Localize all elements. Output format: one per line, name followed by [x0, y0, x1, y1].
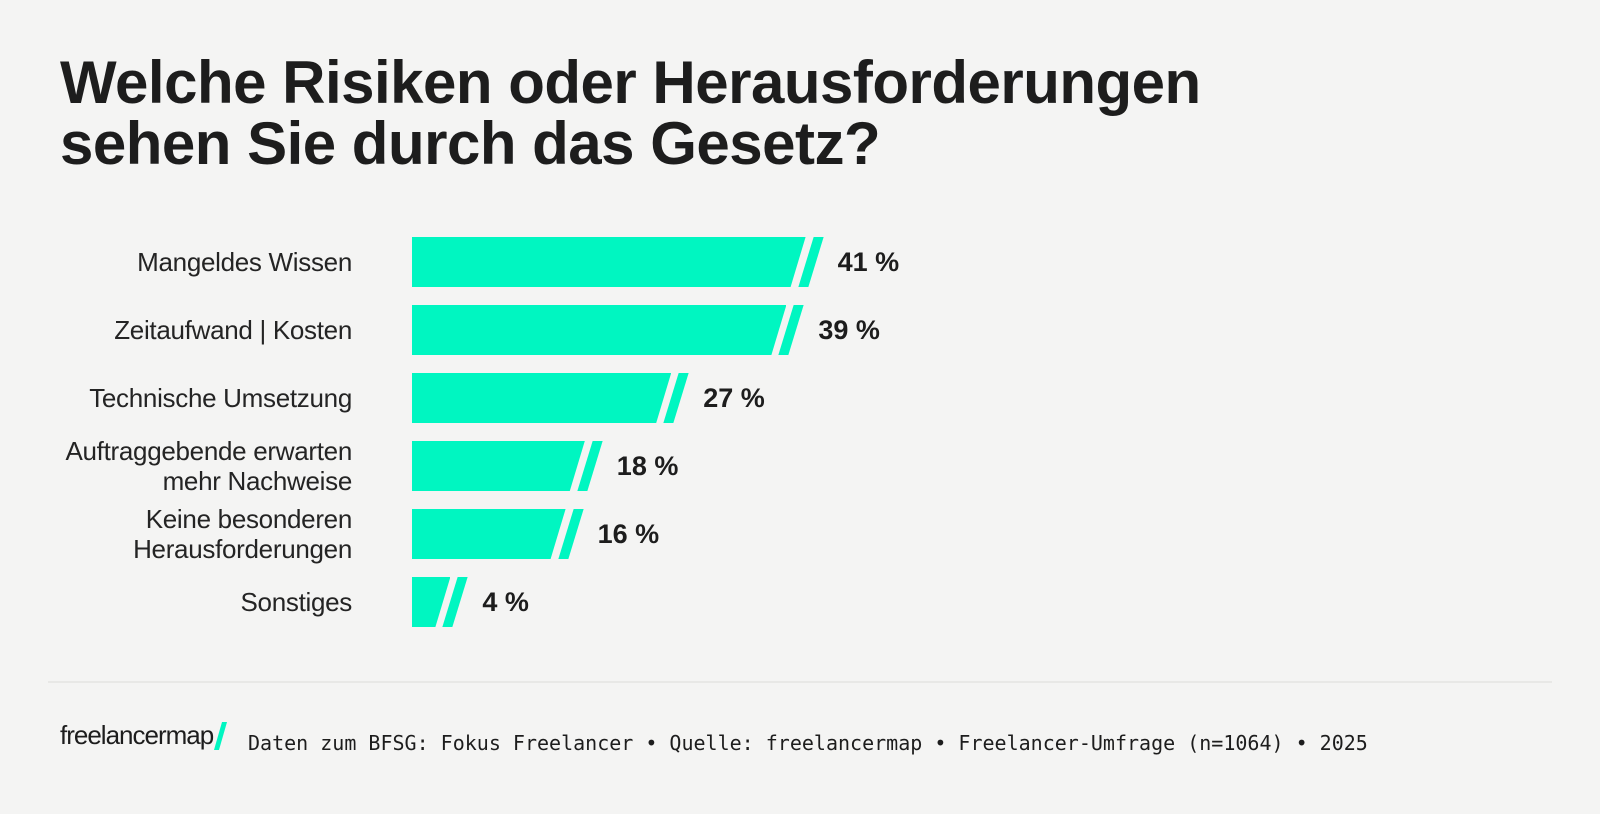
chart-row: Mangeldes Wissen 41 % [60, 237, 899, 287]
source-caption: Daten zum BFSG: Fokus Freelancer • Quell… [248, 731, 1368, 755]
value-label: 27 % [703, 382, 765, 413]
bar-chart: Mangeldes Wissen 41 % Zeitaufwand | Kost… [60, 237, 899, 645]
chart-row: Zeitaufwand | Kosten 39 % [60, 305, 899, 355]
brand-slash-icon [214, 721, 228, 750]
category-label-line: Sonstiges [240, 587, 353, 617]
value-label: 16 % [597, 518, 660, 549]
category-label-line: Zeitaufwand | Kosten [114, 315, 352, 345]
bar [412, 373, 671, 423]
bar [412, 305, 786, 355]
category-label: Zeitaufwand | Kosten [60, 315, 352, 345]
value-label: 4 % [482, 586, 529, 617]
bar [412, 509, 566, 559]
page-title: Welche Risiken oder Herausforderungen seh… [60, 52, 1201, 174]
value-label: 18 % [616, 450, 679, 481]
footer-divider [48, 681, 1552, 683]
freelancermap-logo: freelancermap [60, 720, 228, 751]
category-label: Auftraggebende erwarten mehr Nachweise [60, 436, 352, 496]
page-title-line-2: sehen Sie durch das Gesetz? [60, 110, 881, 177]
category-label: Technische Umsetzung [60, 383, 352, 413]
chart-row: Auftraggebende erwarten mehr Nachweise 1… [60, 436, 899, 496]
category-label-line: Keine besonderen [145, 504, 353, 534]
value-label: 39 % [818, 314, 880, 345]
category-label: Keine besonderen Herausforderungen [60, 504, 352, 564]
category-label: Sonstiges [60, 587, 353, 617]
category-label-line: Herausforderungen [133, 534, 352, 564]
category-label: Mangeldes Wissen [60, 247, 352, 277]
freelancermap-wordmark: freelancermap [60, 720, 214, 750]
bar [412, 441, 585, 491]
category-label-line: Technische Umsetzung [89, 383, 352, 413]
category-label-line: Auftraggebende erwarten [65, 436, 352, 466]
chart-row: Keine besonderen Herausforderungen 16 % [60, 504, 899, 564]
bar [412, 237, 806, 287]
category-label-line: Mangeldes Wissen [137, 247, 352, 277]
category-label-line: mehr Nachweise [162, 466, 353, 496]
chart-row: Technische Umsetzung 27 % [60, 373, 899, 423]
page-title-line-1: Welche Risiken oder Herausforderungen [60, 49, 1201, 116]
value-label: 41 % [837, 246, 900, 277]
chart-row: Sonstiges 4 % [60, 577, 899, 627]
